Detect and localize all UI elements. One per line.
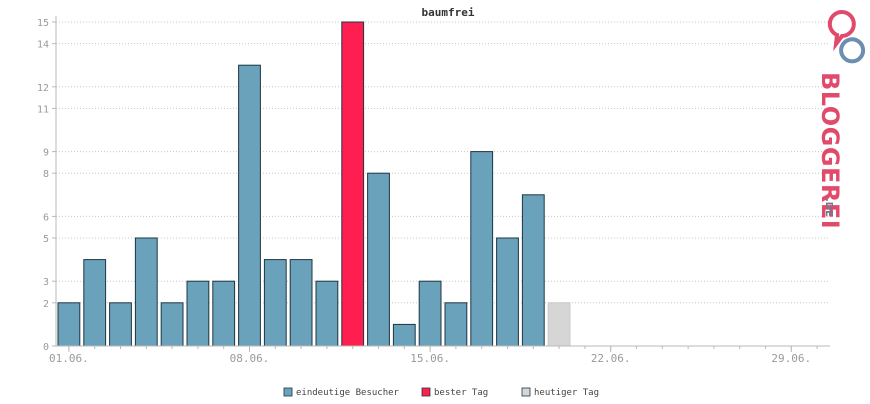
legend-swatch [421, 387, 431, 397]
y-tick-label: 8 [43, 169, 49, 180]
grid-lines [56, 21, 830, 304]
x-tick-label: 08.06. [230, 352, 270, 365]
logo-wordmark: BLOGGEREI.DE [816, 72, 844, 229]
legend: eindeutige Besucher bester Tag heutiger Ta… [283, 387, 599, 398]
y-tick-label: 15 [37, 18, 49, 29]
logo-icon-pink [827, 10, 856, 52]
x-tick-label: 29.06. [771, 352, 811, 365]
y-tick-label: 9 [43, 148, 49, 159]
y-tick-label: 12 [37, 83, 49, 94]
bloggerei-logo: BLOGGEREI.DE [816, 10, 866, 229]
bar [238, 64, 261, 347]
y-tick-label: 5 [43, 234, 49, 245]
legend-swatch [283, 387, 293, 397]
logo-suffix: .DE [823, 198, 834, 217]
bar [134, 237, 158, 347]
axes: 0 2 3 5 6 8 9 11 12 14 15 01.06. 08.06. 15.06. 22.06. 2… [37, 16, 830, 365]
bar [289, 259, 313, 347]
bar [444, 302, 468, 347]
bar [547, 302, 571, 347]
bar [392, 323, 416, 347]
y-tick-label: 2 [43, 299, 49, 310]
bar [315, 280, 339, 347]
bar [521, 194, 545, 347]
bar [263, 259, 287, 347]
legend-label: heutiger Tag [534, 388, 599, 398]
logo-text: BLOGGEREI [816, 72, 844, 229]
bars [57, 21, 571, 347]
bar [418, 280, 442, 347]
x-tick-label: 22.06. [591, 352, 631, 365]
x-tick-label: 01.06. [49, 352, 89, 365]
x-tick-label: 15.06. [410, 352, 450, 365]
bar [83, 259, 107, 347]
legend-swatch [521, 387, 531, 397]
logo-icon-blue [839, 37, 866, 64]
bar [470, 151, 494, 347]
bar [341, 21, 365, 347]
y-tick-label: 11 [37, 104, 49, 115]
legend-label: bester Tag [434, 388, 488, 398]
bar [496, 237, 519, 347]
bar [367, 172, 390, 347]
legend-label: eindeutige Besucher [296, 388, 400, 398]
bar [109, 302, 132, 347]
bar [212, 280, 236, 347]
bar [160, 302, 184, 347]
chart-title: baumfrei [422, 6, 475, 19]
y-tick-label: 14 [37, 40, 49, 51]
y-tick-label: 3 [43, 277, 49, 288]
bar [186, 280, 210, 347]
bar [57, 302, 81, 347]
y-tick-label: 6 [43, 212, 49, 223]
y-tick-label: 0 [43, 342, 49, 353]
